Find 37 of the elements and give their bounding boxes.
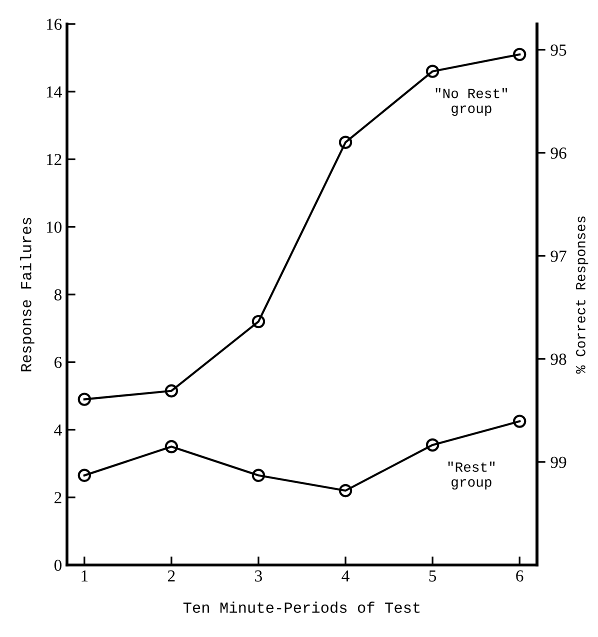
x-tick-label: 2 [168,570,175,582]
y2-axis-title: % Correct Responses [576,216,588,374]
point [512,414,526,428]
y-tick-label: 8 [54,289,62,300]
y-tick-label: 0 [54,560,62,571]
y2-tick-label: 99 [550,456,566,468]
point [164,440,178,454]
y-tick-label: 14 [46,86,62,98]
y-axis-title: Response Failures [20,218,34,372]
y-tick-label: 4 [54,424,62,436]
point [252,314,266,328]
point [426,438,440,452]
y2-tick-label: 98 [550,354,566,365]
point [164,384,178,398]
y-tick-label: 16 [46,18,62,30]
x-tick-label: 3 [255,570,262,582]
y2-tick-label: 97 [550,250,566,262]
point [426,64,440,78]
y-tick-label: 6 [54,356,62,368]
point [338,484,352,498]
point [252,468,266,482]
point [512,48,526,62]
point [338,136,352,149]
y2-tick-label: 95 [550,44,566,56]
point [78,468,92,482]
y-tick-label: 12 [46,154,62,166]
series-label: "Rest" group [448,462,495,490]
x-tick-label: 6 [516,570,524,582]
x-tick-label: 1 [82,570,88,582]
y2-tick-label: 96 [550,148,566,159]
y-tick-label: 10 [46,222,62,233]
y-tick-label: 2 [54,492,62,504]
x-tick-label: 4 [342,570,350,582]
point [78,392,92,406]
x-tick-label: 5 [429,570,436,582]
x-axis-title: Ten Minute-Periods of Test [183,602,420,613]
series-label: "No Rest" group [436,88,508,116]
